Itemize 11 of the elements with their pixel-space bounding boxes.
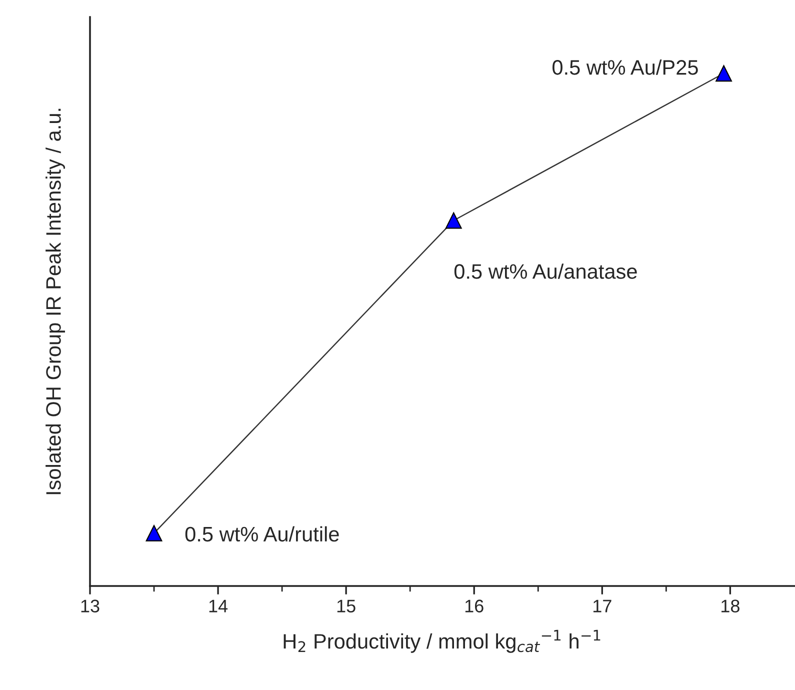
annotation: 0.5 wt% Au/rutile	[185, 526, 339, 542]
x-tick-label: 17	[593, 600, 612, 612]
x-tick-label: 15	[337, 600, 356, 612]
x-tick-label: 13	[81, 600, 100, 612]
y-axis-title: Isolated OH Group IR Peak Intensity / a.u.	[46, 108, 65, 494]
annotation: 0.5 wt% Au/P25	[552, 60, 698, 75]
x-tick-label: 18	[722, 600, 740, 612]
x-tick-label: 14	[209, 600, 228, 612]
x-axis-title: H$_{2}$ Productivity / mmol kg$_{cat}$$^{−1}$ h$^{−1}$	[284, 630, 600, 653]
annotation: 0.5 wt% Au/anatase	[454, 264, 637, 279]
x-tick-label: 16	[465, 600, 484, 612]
